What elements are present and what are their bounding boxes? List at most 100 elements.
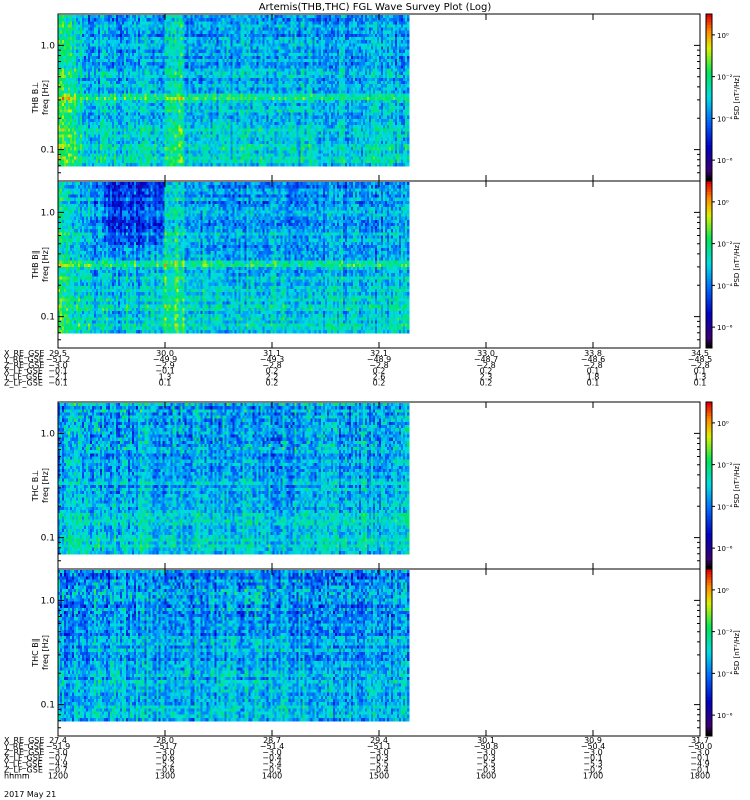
spectrogram-cell: [112, 103, 115, 107]
spectrogram-cell: [128, 43, 131, 47]
spectrogram-cell: [80, 77, 83, 82]
spectrogram-cell: [152, 137, 155, 142]
spectrogram-cell: [154, 33, 157, 38]
spectrogram-cell: [74, 134, 77, 139]
spectrogram-cell: [132, 103, 135, 107]
spectrogram-cell: [114, 68, 117, 73]
spectrogram-cell: [62, 96, 65, 101]
spectrogram-cell: [122, 65, 125, 69]
spectrogram-cell: [126, 84, 129, 88]
spectrogram-cell: [62, 46, 65, 51]
spectrogram-cell: [106, 37, 109, 41]
spectrogram-cell: [156, 71, 159, 76]
spectrogram-cell: [62, 99, 65, 104]
spectrogram-cell: [92, 27, 95, 32]
spectrogram-cell: [104, 150, 107, 154]
spectrogram-cell: [148, 30, 151, 35]
spectrogram-cell: [70, 33, 73, 38]
spectrogram-cell: [100, 134, 103, 139]
spectrogram-cell: [96, 71, 99, 76]
spectrogram-cell: [72, 147, 75, 151]
spectrogram-cell: [80, 103, 83, 107]
spectrogram-cell: [88, 52, 91, 57]
spectrogram-cell: [120, 40, 123, 44]
spectrogram-cell: [68, 84, 71, 88]
spectrogram-cell: [142, 103, 145, 107]
spectrogram-cell: [86, 118, 89, 123]
spectrogram-cell: [116, 37, 119, 41]
spectrogram-cell: [114, 150, 117, 154]
spectrogram-cell: [74, 125, 77, 129]
spectrogram-cell: [152, 33, 155, 38]
spectrogram-cell: [96, 33, 99, 38]
spectrogram-cell: [98, 96, 101, 101]
spectrogram-cell: [146, 109, 149, 113]
spectrogram-cell: [126, 74, 129, 79]
spectrogram-cell: [78, 143, 81, 148]
spectrogram-cell: [94, 62, 97, 66]
spectrogram-cell: [150, 52, 153, 57]
spectrogram-cell: [144, 99, 147, 104]
spectrogram-cell: [74, 156, 77, 161]
spectrogram-cell: [152, 112, 155, 117]
spectrogram-cell: [78, 27, 81, 32]
spectrogram-cell: [114, 84, 117, 88]
spectrogram-cell: [62, 121, 65, 126]
spectrogram-cell: [68, 137, 71, 142]
spectrogram-cell: [126, 27, 129, 32]
spectrogram-cell: [122, 93, 125, 98]
spectrogram-cell: [148, 37, 151, 41]
spectrogram-cell: [76, 137, 79, 142]
spectrogram-cell: [78, 59, 81, 63]
spectrogram-cell: [150, 121, 153, 126]
spectrogram-cell: [140, 128, 143, 132]
spectrogram-cell: [70, 106, 73, 110]
spectrogram-cell: [78, 156, 81, 161]
spectrogram-cell: [102, 93, 105, 98]
spectrogram-cell: [80, 15, 83, 19]
spectrogram-cell: [86, 15, 89, 19]
spectrogram-cell: [94, 49, 97, 54]
spectrogram-cell: [66, 27, 69, 32]
spectrogram-cell: [112, 90, 115, 95]
spectrogram-cell: [94, 24, 97, 28]
spectrogram-cell: [120, 68, 123, 73]
spectrogram-cell: [116, 121, 119, 126]
spectrogram-cell: [110, 21, 113, 25]
spectrogram-cell: [80, 150, 83, 154]
spectrogram-cell: [106, 74, 109, 79]
spectrogram-cell: [76, 33, 79, 38]
spectrogram-cell: [156, 93, 159, 98]
spectrogram-cell: [58, 52, 61, 57]
spectrogram-cell: [142, 77, 145, 82]
spectrogram-cell: [84, 137, 87, 142]
spectrogram-cell: [138, 74, 141, 79]
spectrogram-cell: [88, 49, 91, 54]
spectrogram-cell: [122, 143, 125, 148]
spectrogram-cell: [72, 37, 75, 41]
spectrogram-cell: [90, 62, 93, 66]
spectrogram-cell: [84, 131, 87, 135]
spectrogram-cell: [76, 87, 79, 91]
spectrogram-cell: [126, 109, 129, 113]
spectrogram-cell: [116, 77, 119, 82]
spectrogram-cell: [122, 137, 125, 142]
spectrogram-cell: [62, 15, 65, 19]
spectrogram-cell: [110, 109, 113, 113]
spectrogram-cell: [136, 30, 139, 35]
spectrogram-cell: [96, 121, 99, 126]
spectrogram-cell: [84, 71, 87, 76]
spectrogram-cell: [106, 46, 109, 51]
spectrogram-cell: [118, 143, 121, 148]
spectrogram-cell: [158, 96, 161, 101]
spectrogram-cell: [100, 96, 103, 101]
spectrogram-cell: [98, 143, 101, 148]
spectrogram-cell: [118, 93, 121, 98]
spectrogram-cell: [100, 27, 103, 32]
spectrogram-cell: [82, 115, 85, 120]
spectrogram-cell: [58, 162, 61, 167]
spectrogram-cell: [152, 59, 155, 63]
spectrogram-cell: [124, 106, 127, 110]
spectrogram-cell: [68, 153, 71, 157]
spectrogram-cell: [104, 40, 107, 44]
